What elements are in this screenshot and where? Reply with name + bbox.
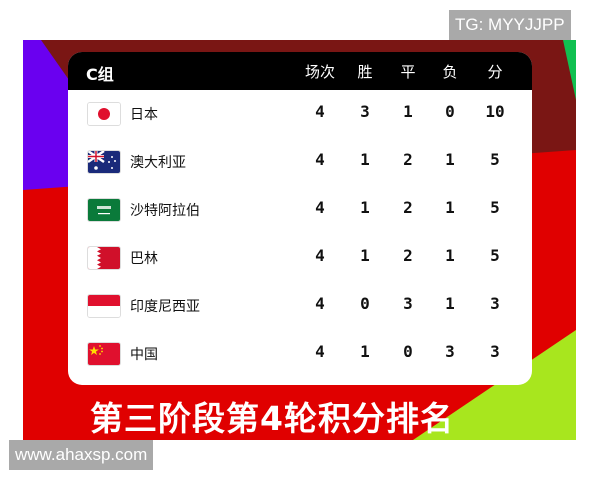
team-name: 日本 [130,107,158,123]
japan-flag-icon [87,102,121,126]
team-name: 中国 [130,347,158,363]
team-name: 印度尼西亚 [130,299,200,315]
caption: 第三阶段第4轮积分排名 [90,399,454,438]
saudi-arabia-flag-icon [87,198,121,222]
team-name: 澳大利亚 [130,155,186,171]
team-name: 沙特阿拉伯 [130,203,200,219]
wins-value: 1 [360,246,370,265]
standings-table: C组 场次 胜 平 负 分 日本 4 3 1 0 10 澳大利亚 4 1 2 1 5 沙特阿拉伯 4 1 2 1… [68,52,532,385]
points-value: 5 [490,198,500,217]
team-name: 巴林 [130,251,158,267]
wins-value: 1 [360,150,370,169]
played-value: 4 [315,342,325,361]
played-value: 4 [315,294,325,313]
col-played: 场次 [304,63,335,81]
losses-value: 3 [445,342,455,361]
losses-value: 1 [445,198,455,217]
table-row: 澳大利亚 4 1 2 1 5 [68,138,532,186]
played-value: 4 [315,246,325,265]
col-losses: 负 [442,63,458,81]
table-row: 日本 4 3 1 0 10 [68,90,532,138]
played-value: 4 [315,102,325,121]
col-wins: 胜 [357,63,373,81]
draws-value: 1 [403,102,413,121]
draws-value: 3 [403,294,413,313]
australia-flag-icon [87,150,121,174]
table-row: 巴林 4 1 2 1 5 [68,234,532,282]
draws-value: 2 [403,246,413,265]
col-points: 分 [487,63,503,81]
points-value: 5 [490,246,500,265]
group-title: C组 [86,65,114,84]
table-row: 印度尼西亚 4 0 3 1 3 [68,282,532,330]
points-value: 5 [490,150,500,169]
wins-value: 3 [360,102,370,121]
wins-value: 0 [360,294,370,313]
watermark-bottom: www.ahaxsp.com [9,440,154,470]
points-value: 3 [490,342,500,361]
played-value: 4 [315,198,325,217]
watermark-top: TG: MYYJJPP [449,10,571,40]
draws-value: 0 [403,342,413,361]
bahrain-flag-icon [87,246,121,270]
table-row: 中国 4 1 0 3 3 [68,330,532,378]
indonesia-flag-icon [87,294,121,318]
losses-value: 1 [445,294,455,313]
china-flag-icon [87,342,121,366]
wins-value: 1 [360,198,370,217]
losses-value: 0 [445,102,455,121]
draws-value: 2 [403,198,413,217]
wins-value: 1 [360,342,370,361]
col-draws: 平 [400,63,416,81]
draws-value: 2 [403,150,413,169]
losses-value: 1 [445,246,455,265]
table-header: C组 场次 胜 平 负 分 [68,52,532,90]
points-value: 3 [490,294,500,313]
points-value: 10 [485,102,505,121]
table-row: 沙特阿拉伯 4 1 2 1 5 [68,186,532,234]
played-value: 4 [315,150,325,169]
losses-value: 1 [445,150,455,169]
